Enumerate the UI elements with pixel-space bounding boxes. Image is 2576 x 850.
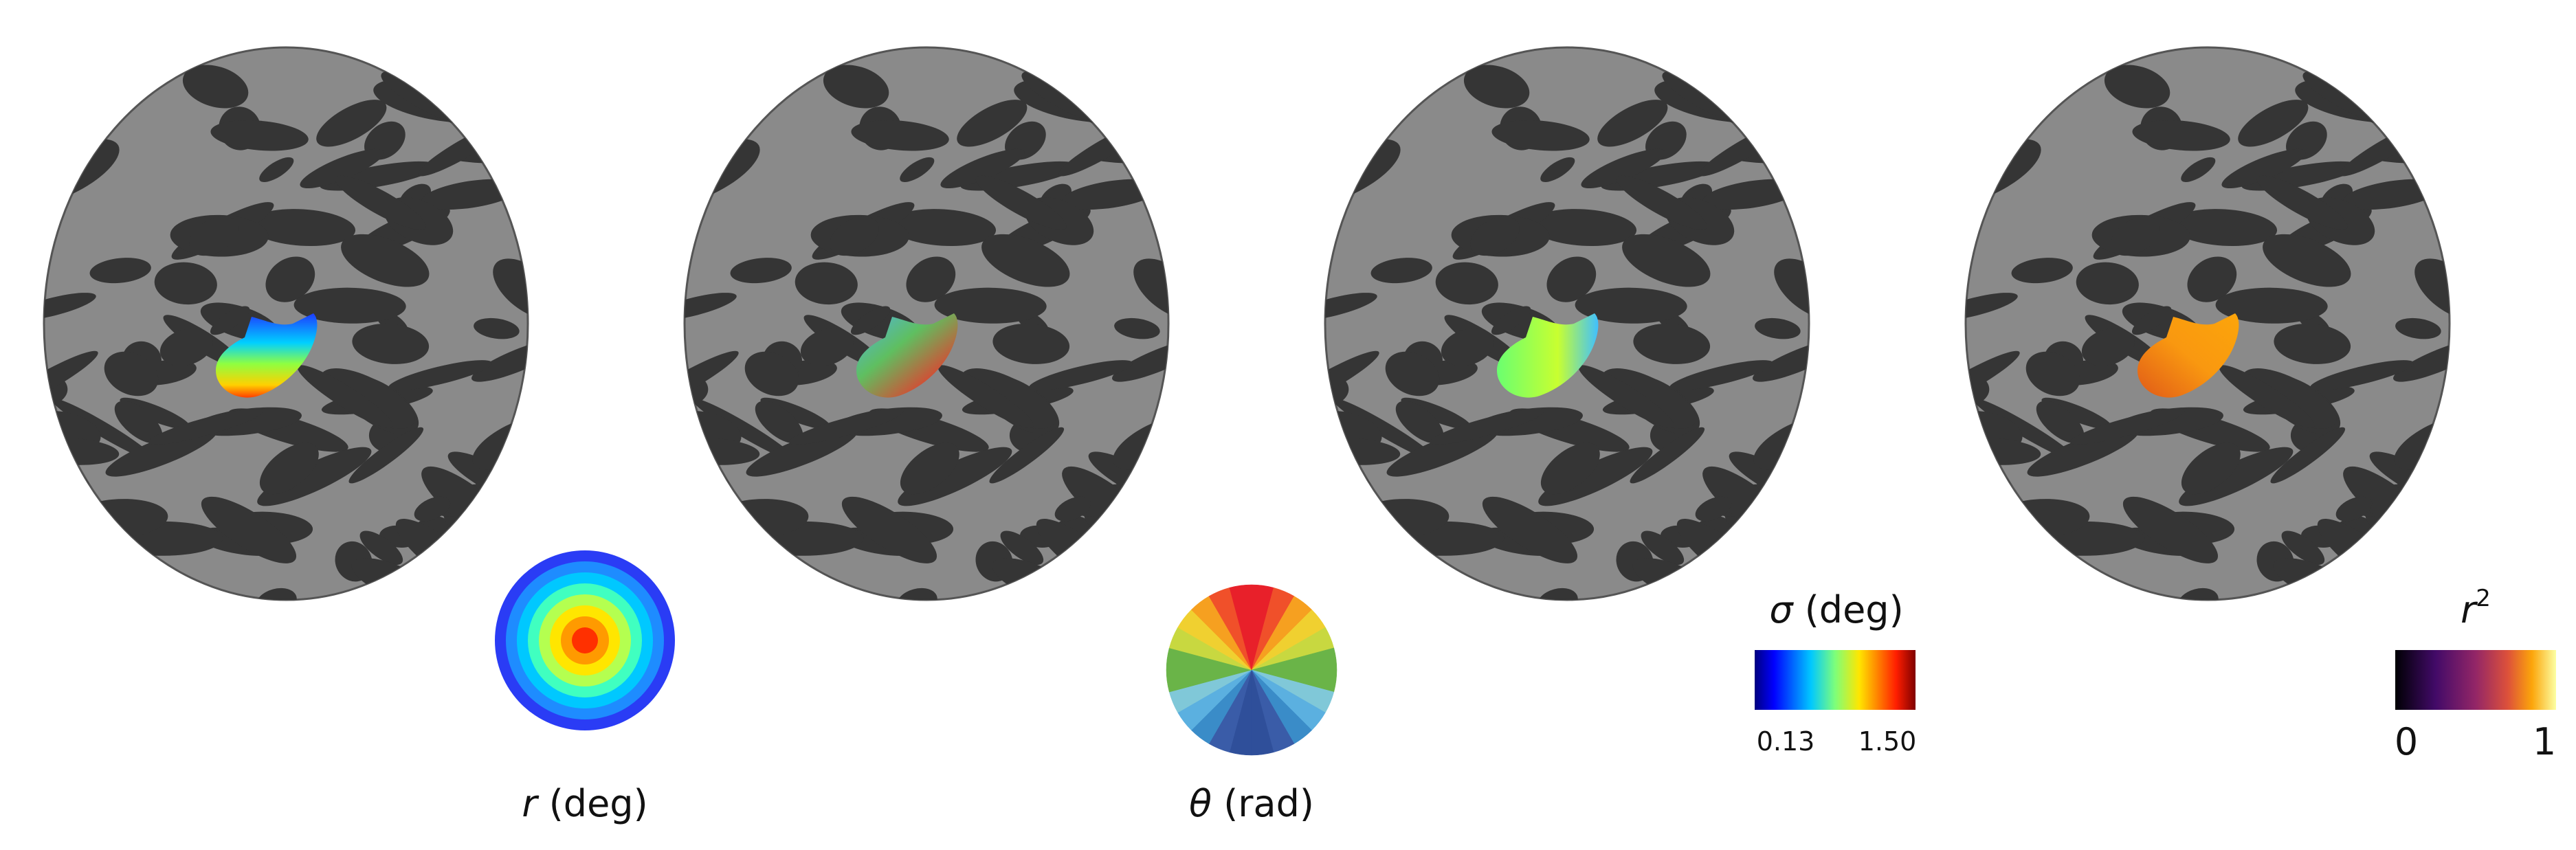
roi-patch xyxy=(856,313,958,398)
theta-label: θ (rad) xyxy=(1189,782,1314,825)
wedge xyxy=(1229,584,1252,671)
r2-label: r2 xyxy=(2461,585,2491,631)
symbol: r xyxy=(2461,588,2478,631)
brain-surface xyxy=(624,0,1213,644)
unit: (rad) xyxy=(1212,782,1314,825)
tick-label: 0 xyxy=(2395,720,2418,763)
unit: (deg) xyxy=(1793,588,1904,631)
cortex xyxy=(0,0,573,644)
tick-label: 1 xyxy=(2533,720,2556,763)
brain-surfaces xyxy=(0,0,2494,644)
ring xyxy=(572,627,598,653)
roi-patch xyxy=(1497,313,1599,398)
symbol: θ xyxy=(1189,782,1212,825)
legends: r (deg) θ (rad) σ (deg) 0.13 1.50 r2 0 1 xyxy=(495,550,2556,825)
symbol: r xyxy=(522,782,539,825)
unit: (deg) xyxy=(537,782,648,825)
brain-surface xyxy=(0,0,573,644)
eccentricity-legend xyxy=(495,550,675,730)
r2-colorbar xyxy=(2395,650,2556,710)
sigma-label: σ (deg) xyxy=(1769,588,1903,631)
roi-patch xyxy=(216,313,318,398)
superscript: 2 xyxy=(2476,585,2491,612)
sigma-colorbar xyxy=(1755,650,1916,710)
tick-label: 0.13 xyxy=(1757,726,1815,757)
cortex xyxy=(1265,0,1854,644)
brain-surface xyxy=(1265,0,1854,644)
roi-patch xyxy=(2138,313,2239,398)
brain-surface xyxy=(1905,0,2494,644)
polar-angle-legend xyxy=(1166,584,1337,756)
cortex xyxy=(624,0,1213,644)
cortex xyxy=(1905,0,2494,644)
r-label: r (deg) xyxy=(522,782,647,825)
symbol: σ xyxy=(1769,588,1794,631)
tick-label: 1.50 xyxy=(1858,726,1917,757)
